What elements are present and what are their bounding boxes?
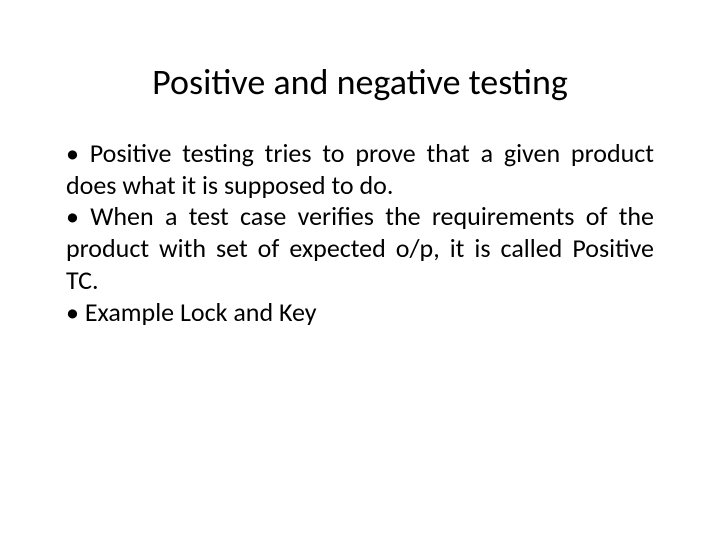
bullet-marker: • xyxy=(66,200,79,232)
bullet-marker: • xyxy=(66,296,79,328)
slide: Positive and negative testing • Positive… xyxy=(0,0,720,540)
bullet-marker: • xyxy=(66,137,79,169)
bullet-text: Positive testing tries to prove that a g… xyxy=(66,137,654,201)
bullet-item: • Example Lock and Key xyxy=(66,296,317,328)
bullet-text: Example Lock and Key xyxy=(85,296,317,328)
bullet-text: When a test case verifies the requiremen… xyxy=(66,200,654,295)
bullet-item: • Positive testing tries to prove that a… xyxy=(66,137,654,201)
slide-title: Positive and negative testing xyxy=(66,60,654,104)
slide-body: • Positive testing tries to prove that a… xyxy=(66,138,654,328)
bullet-item: • When a test case verifies the requirem… xyxy=(66,200,654,295)
